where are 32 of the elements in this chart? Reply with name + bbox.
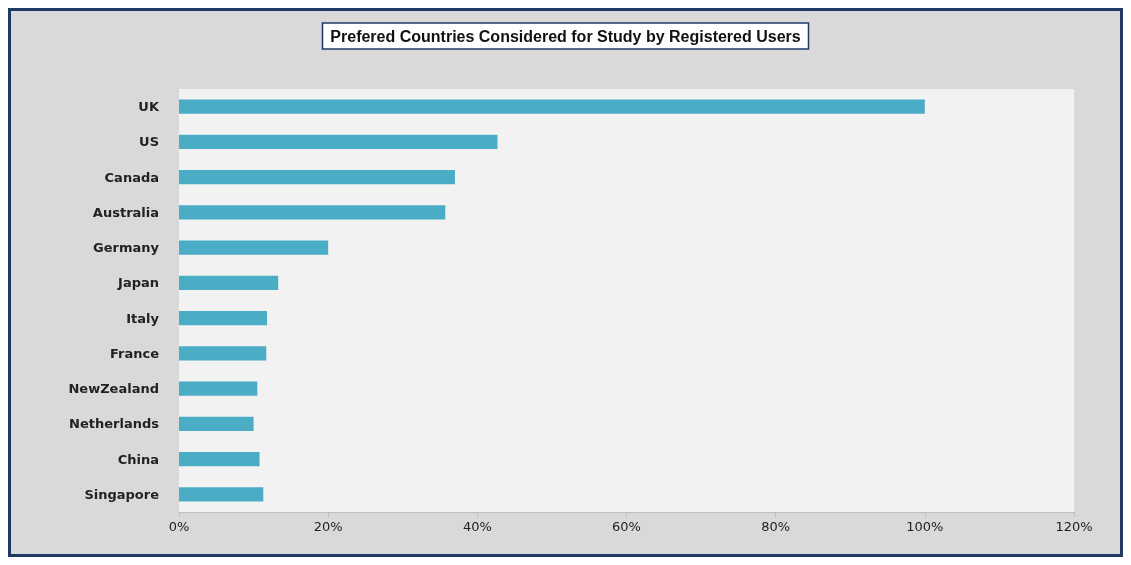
bar [179, 311, 268, 326]
y-tick-label: Singapore [84, 486, 160, 502]
x-tick-label: 80% [761, 519, 791, 534]
bar [179, 416, 254, 431]
y-tick-label: Netherlands [69, 416, 160, 432]
bar [179, 205, 446, 220]
bar [179, 170, 455, 185]
y-tick-label: China [117, 451, 159, 467]
bar [179, 381, 258, 396]
y-tick-label: NewZealand [68, 381, 159, 397]
x-tick-label: 0% [168, 519, 190, 534]
x-tick-label: 120% [1055, 519, 1093, 534]
y-tick-label: Japan [117, 275, 159, 291]
x-tick-label: 20% [313, 519, 343, 534]
bar [179, 275, 279, 290]
x-tick-label: 40% [462, 519, 492, 534]
x-tick-label: 100% [906, 519, 944, 534]
bar [179, 240, 329, 255]
bar [179, 487, 264, 502]
y-tick-label: UK [138, 99, 160, 115]
y-tick-label: France [109, 345, 160, 361]
bar [179, 346, 267, 361]
y-tick-label: Italy [126, 310, 160, 326]
y-tick-label: Germany [93, 240, 160, 256]
y-tick-label: Canada [104, 169, 159, 185]
chart-title: Prefered Countries Considered for Study by Registered Users [330, 27, 801, 45]
y-tick-label: Australia [92, 204, 159, 220]
x-tick-label: 60% [612, 519, 641, 534]
bar [179, 134, 498, 149]
bar [179, 452, 260, 467]
bar [179, 99, 925, 114]
y-tick-label: US [139, 134, 159, 150]
